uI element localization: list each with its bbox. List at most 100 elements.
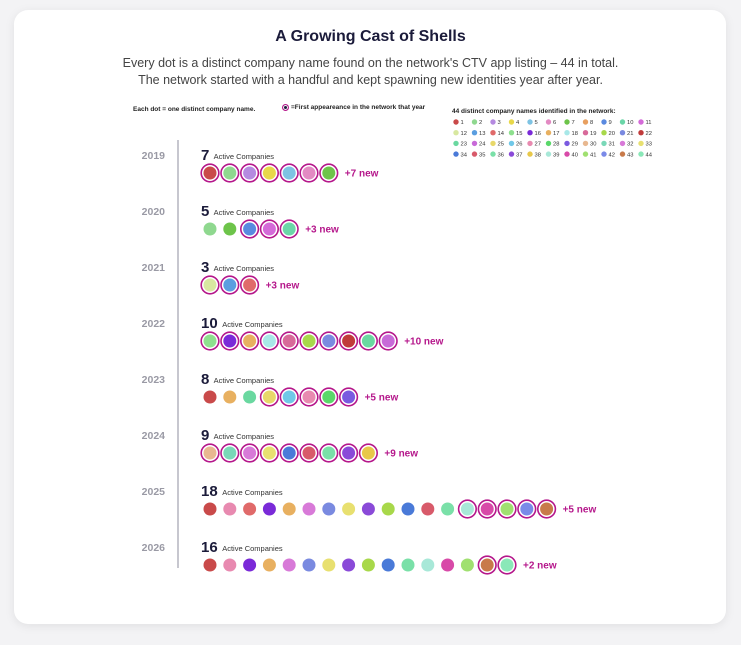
legend-company-dot-27	[527, 140, 533, 147]
legend-company-dot-20	[601, 130, 607, 136]
legend-company-label-33: 33	[646, 142, 652, 148]
legend-company-label-36: 36	[498, 152, 504, 158]
legend-company-label-8: 8	[590, 120, 593, 126]
company-dot-2026-40	[441, 558, 455, 572]
year-label-2023: 2023	[142, 374, 166, 386]
year-label-2020: 2020	[142, 206, 166, 218]
legend-company-dot-3	[490, 119, 496, 125]
legend-company-label-7: 7	[572, 120, 575, 126]
company-dot-2024-30	[203, 446, 217, 460]
legend-company-label-29: 29	[572, 142, 578, 148]
legend-company-label-34: 34	[461, 152, 468, 158]
legend-company-label-27: 27	[535, 142, 541, 148]
company-dot-2024-36	[322, 446, 336, 460]
company-dot-2019-5	[282, 166, 296, 180]
company-dot-2026-20	[361, 558, 375, 572]
company-dot-2025-35	[421, 502, 435, 516]
page-subtitle: Every dot is a distinct company name fou…	[0, 55, 741, 89]
company-dot-2022-23	[361, 334, 375, 348]
legend-company-dot-33	[638, 140, 644, 147]
company-dot-2025-20	[381, 502, 395, 516]
legend-company-label-16: 16	[535, 131, 541, 137]
company-dot-2026-34	[381, 558, 395, 572]
year-label-2026: 2026	[142, 542, 166, 554]
legend-company-dot-23	[453, 140, 459, 147]
company-dot-2026-36	[401, 558, 415, 572]
legend-company-dot-10	[619, 119, 626, 125]
legend-company-label-5: 5	[535, 120, 538, 126]
company-dot-2023-29	[342, 390, 356, 404]
company-dot-2021-14	[243, 278, 257, 292]
legend-company-dot-11	[638, 119, 644, 125]
active-count-2020: 5	[201, 203, 209, 220]
legend-company-dot-15	[508, 130, 515, 136]
year-label-2025: 2025	[142, 486, 166, 498]
legend-company-label-24: 24	[479, 142, 486, 148]
legend-company-label-41: 41	[590, 152, 596, 158]
legend-first-label: =First appeareance in the network that y…	[291, 104, 426, 111]
new-count-2025: +5 new	[563, 505, 597, 516]
company-dot-2024-31	[223, 446, 237, 460]
legend-company-label-13: 13	[479, 131, 485, 137]
legend-company-label-23: 23	[461, 142, 467, 148]
active-label-2019: Active Companies	[214, 152, 275, 161]
company-dot-2021-12	[203, 278, 217, 292]
legend-company-dot-7	[564, 119, 570, 125]
company-dot-2026-39	[421, 558, 435, 572]
company-dot-2020-10	[282, 222, 296, 236]
legend-company-label-40: 40	[572, 152, 578, 158]
company-dot-2025-40	[480, 502, 494, 516]
legend-company-label-4: 4	[516, 120, 520, 126]
company-dot-2024-33	[262, 446, 276, 460]
active-label-2025: Active Companies	[222, 488, 283, 497]
active-count-2022: 10	[201, 315, 218, 332]
company-dot-2024-35	[302, 446, 316, 460]
legend-company-label-20: 20	[609, 131, 615, 137]
legend-companies-title: 44 distinct company names identified in …	[452, 108, 616, 115]
company-dot-2025-42	[520, 502, 534, 516]
legend-company-dot-40	[564, 151, 570, 157]
company-dot-2019-6	[302, 166, 316, 180]
company-dot-2025-1	[203, 502, 217, 516]
legend-company-label-17: 17	[553, 131, 559, 137]
legend-company-label-9: 9	[609, 120, 612, 126]
legend-company-label-12: 12	[461, 131, 467, 137]
company-dot-2026-37	[342, 558, 356, 572]
legend-company-dot-44	[638, 151, 644, 157]
first-appearance-ring-icon	[282, 104, 289, 111]
legend-company-label-25: 25	[498, 142, 504, 148]
company-dot-2023-25	[262, 390, 276, 404]
legend-company-label-35: 35	[479, 152, 485, 158]
page-title: A Growing Cast of Shells	[275, 28, 466, 45]
legend-company-dot-39	[545, 151, 552, 157]
company-dot-2019-2	[223, 166, 237, 180]
company-dot-2025-14	[243, 502, 257, 516]
year-label-2022: 2022	[142, 318, 166, 330]
legend-company-dot-2	[471, 119, 478, 125]
company-dot-2026-1	[203, 558, 217, 572]
legend-company-dot-8	[582, 119, 589, 125]
legend-company-dot-24	[471, 140, 478, 147]
company-dot-2022-24	[381, 334, 395, 348]
legend-first-appearance: =First appeareance in the network that y…	[282, 104, 425, 111]
company-dot-2022-21	[322, 334, 336, 348]
legend-company-dot-26	[508, 140, 515, 147]
legend-company-dot-17	[545, 130, 552, 136]
legend-company-dot-35	[471, 151, 478, 157]
company-dot-2023-27	[302, 390, 316, 404]
company-dot-2021-13	[223, 278, 237, 292]
legend-company-label-18: 18	[572, 131, 578, 137]
legend-company-dot-31	[601, 140, 607, 147]
company-dot-2026-33	[322, 558, 336, 572]
legend-company-label-3: 3	[498, 120, 501, 126]
new-count-2024: +9 new	[384, 449, 418, 460]
legend-company-dot-38	[527, 151, 533, 157]
company-dot-2022-17	[243, 334, 257, 348]
legend-company-dot-36	[490, 151, 496, 157]
year-label-2024: 2024	[142, 430, 166, 442]
company-dot-2025-37	[361, 502, 375, 516]
legend-company-dot-12	[453, 130, 459, 136]
legend-company-label-6: 6	[553, 120, 556, 126]
company-dot-2025-41	[500, 502, 514, 516]
company-dot-2025-34	[401, 502, 415, 516]
